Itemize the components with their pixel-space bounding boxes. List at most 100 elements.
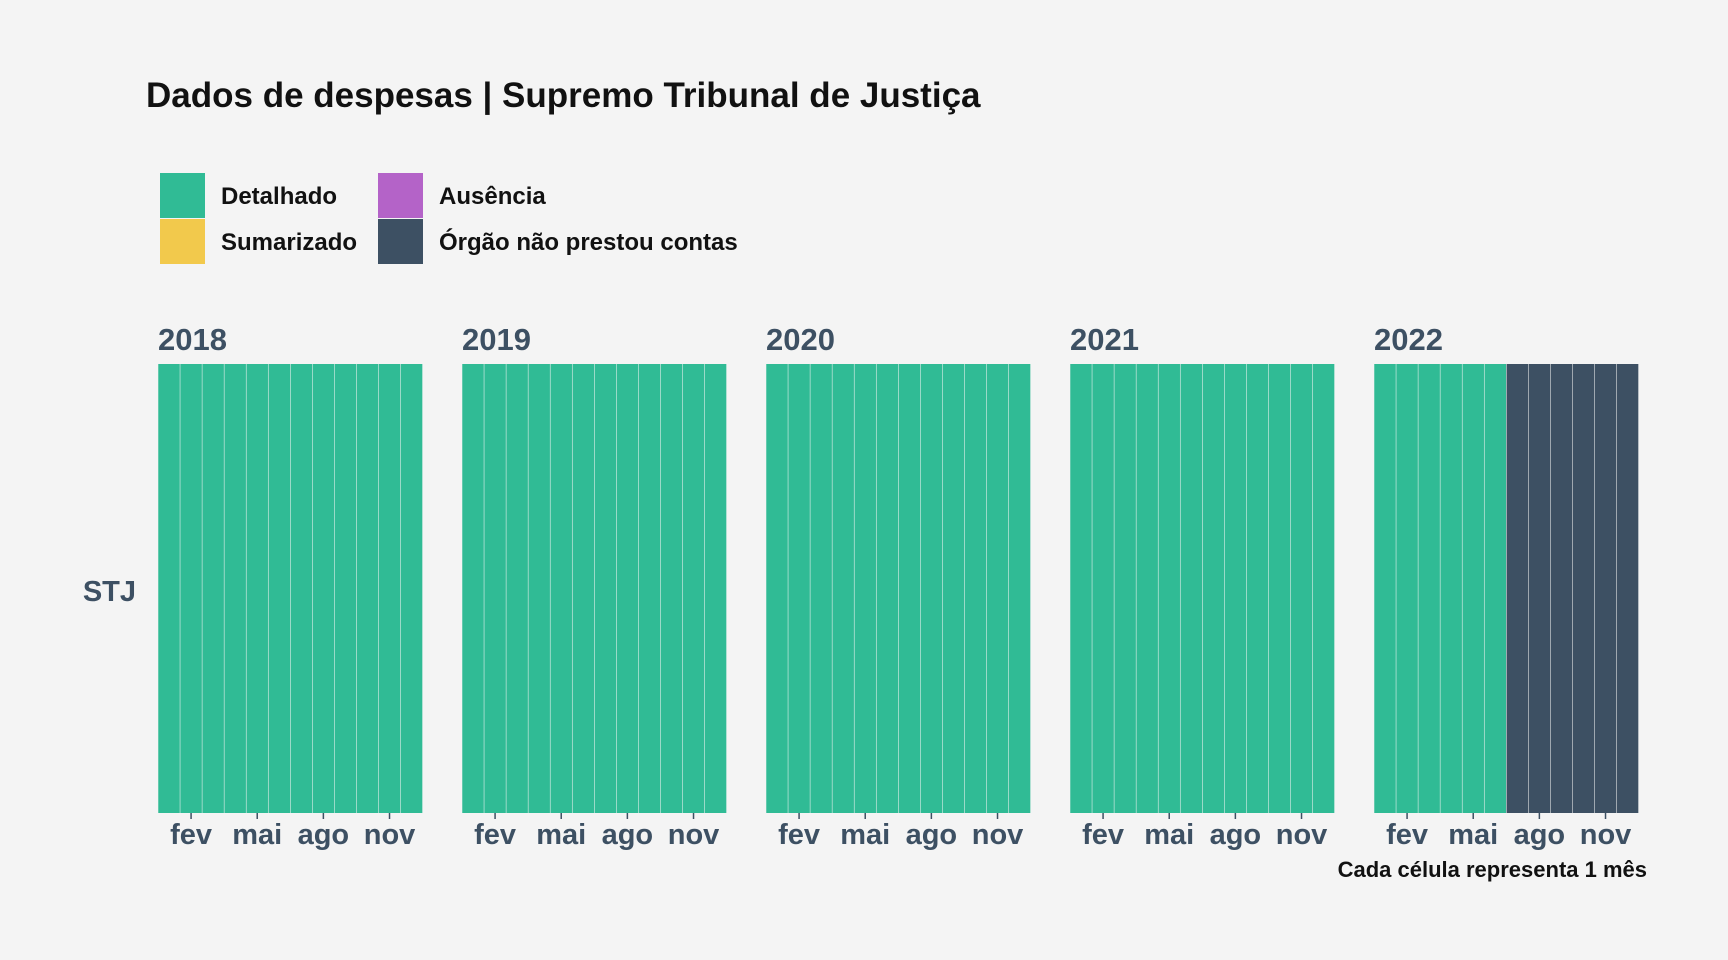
month-cell-2020-4 bbox=[832, 364, 854, 813]
chart-title: Dados de despesas | Supremo Tribunal de … bbox=[146, 76, 981, 115]
month-cell-2020-11 bbox=[986, 364, 1009, 813]
x-tick-label: nov bbox=[364, 819, 416, 851]
month-cell-2020-5 bbox=[854, 364, 876, 813]
month-cell-2020-8 bbox=[920, 364, 943, 813]
month-cell-2018-5 bbox=[246, 364, 268, 813]
month-cell-2020-12 bbox=[1008, 364, 1031, 813]
month-cell-2022-12 bbox=[1616, 364, 1639, 813]
month-cell-2020-9 bbox=[942, 364, 965, 813]
x-tick-label: mai bbox=[232, 819, 282, 851]
month-cell-2019-8 bbox=[616, 364, 639, 813]
x-tick-label: nov bbox=[972, 819, 1024, 851]
legend-label-sumarizado: Sumarizado bbox=[221, 229, 357, 256]
x-tick-label: fev bbox=[1082, 819, 1124, 851]
month-cell-2021-3 bbox=[1114, 364, 1136, 813]
month-cell-2022-5 bbox=[1462, 364, 1484, 813]
x-tick-label: fev bbox=[474, 819, 516, 851]
month-cell-2021-6 bbox=[1180, 364, 1203, 813]
month-cell-2021-2 bbox=[1092, 364, 1114, 813]
month-cell-2018-6 bbox=[268, 364, 291, 813]
month-cell-2022-9 bbox=[1550, 364, 1573, 813]
x-tick-label: nov bbox=[1276, 819, 1328, 851]
caption: Cada célula representa 1 mês bbox=[1338, 857, 1647, 882]
panel-year-label: 2019 bbox=[462, 322, 531, 357]
month-cell-2021-10 bbox=[1268, 364, 1291, 813]
month-cell-2019-10 bbox=[660, 364, 683, 813]
x-tick-label: ago bbox=[906, 819, 958, 851]
x-tick-label: ago bbox=[602, 819, 654, 851]
month-cell-2022-3 bbox=[1418, 364, 1440, 813]
month-cell-2018-11 bbox=[378, 364, 401, 813]
month-cell-2018-4 bbox=[224, 364, 246, 813]
month-cell-2019-1 bbox=[462, 364, 484, 813]
panel-2020: 2020 fev mai ago nov bbox=[766, 322, 1031, 851]
legend-label-ausencia: Ausência bbox=[439, 183, 546, 210]
month-cell-2019-2 bbox=[484, 364, 506, 813]
month-cell-2019-11 bbox=[682, 364, 705, 813]
month-cell-2019-4 bbox=[528, 364, 550, 813]
legend-label-detalhado: Detalhado bbox=[221, 183, 337, 210]
legend: Detalhado Ausência Sumarizado Órgão não pre… bbox=[160, 173, 738, 264]
x-tick-label: nov bbox=[668, 819, 720, 851]
legend-key-orgao-nao-prestou-contas bbox=[378, 219, 423, 264]
month-cell-2018-12 bbox=[400, 364, 423, 813]
month-cell-2020-2 bbox=[788, 364, 810, 813]
month-cell-2019-12 bbox=[704, 364, 727, 813]
month-cell-2018-7 bbox=[290, 364, 313, 813]
month-cell-2019-9 bbox=[638, 364, 661, 813]
legend-key-sumarizado bbox=[160, 219, 205, 264]
month-cell-2020-7 bbox=[898, 364, 921, 813]
month-cell-2022-2 bbox=[1396, 364, 1418, 813]
panel-year-label: 2022 bbox=[1374, 322, 1443, 357]
month-cell-2021-9 bbox=[1246, 364, 1269, 813]
month-cell-2021-7 bbox=[1202, 364, 1225, 813]
panel-year-label: 2020 bbox=[766, 322, 835, 357]
month-cell-2019-5 bbox=[550, 364, 572, 813]
legend-key-detalhado bbox=[160, 173, 205, 218]
x-tick-label: mai bbox=[1448, 819, 1498, 851]
month-cell-2020-1 bbox=[766, 364, 788, 813]
panel-2019: 2019 fev mai ago nov bbox=[462, 322, 727, 851]
month-cell-2021-8 bbox=[1224, 364, 1247, 813]
month-cell-2022-1 bbox=[1374, 364, 1396, 813]
month-cell-2018-9 bbox=[334, 364, 357, 813]
month-cell-2019-6 bbox=[572, 364, 595, 813]
month-cell-2020-6 bbox=[876, 364, 899, 813]
x-tick-label: fev bbox=[1386, 819, 1428, 851]
month-cell-2022-10 bbox=[1572, 364, 1595, 813]
month-cell-2020-3 bbox=[810, 364, 832, 813]
month-cell-2022-7 bbox=[1506, 364, 1529, 813]
legend-key-ausencia bbox=[378, 173, 423, 218]
x-tick-label: fev bbox=[778, 819, 820, 851]
month-cell-2018-10 bbox=[356, 364, 379, 813]
x-tick-label: mai bbox=[1144, 819, 1194, 851]
month-cell-2021-4 bbox=[1136, 364, 1158, 813]
month-cell-2019-3 bbox=[506, 364, 528, 813]
x-tick-label: ago bbox=[1514, 819, 1566, 851]
month-cell-2021-11 bbox=[1290, 364, 1313, 813]
panel-2021: 2021 fev mai ago nov bbox=[1070, 322, 1335, 851]
panel-year-label: 2018 bbox=[158, 322, 227, 357]
month-cell-2018-8 bbox=[312, 364, 335, 813]
x-tick-label: fev bbox=[170, 819, 212, 851]
month-cell-2022-4 bbox=[1440, 364, 1462, 813]
month-cell-2018-2 bbox=[180, 364, 202, 813]
month-cell-2021-12 bbox=[1312, 364, 1335, 813]
panel-year-label: 2021 bbox=[1070, 322, 1139, 357]
row-label: STJ bbox=[83, 576, 136, 608]
legend-label-orgao-nao-prestou-contas: Órgão não prestou contas bbox=[439, 228, 738, 256]
month-cell-2020-10 bbox=[964, 364, 987, 813]
month-cell-2022-6 bbox=[1484, 364, 1507, 813]
x-tick-label: ago bbox=[298, 819, 350, 851]
month-cell-2018-1 bbox=[158, 364, 180, 813]
month-cell-2022-11 bbox=[1594, 364, 1617, 813]
month-cell-2021-5 bbox=[1158, 364, 1180, 813]
x-tick-label: mai bbox=[536, 819, 586, 851]
panel-2018: 2018 fev mai ago nov bbox=[158, 322, 423, 851]
month-cell-2019-7 bbox=[594, 364, 617, 813]
x-tick-label: nov bbox=[1580, 819, 1632, 851]
panel-2022: 2022 fev mai ago nov bbox=[1374, 322, 1639, 851]
